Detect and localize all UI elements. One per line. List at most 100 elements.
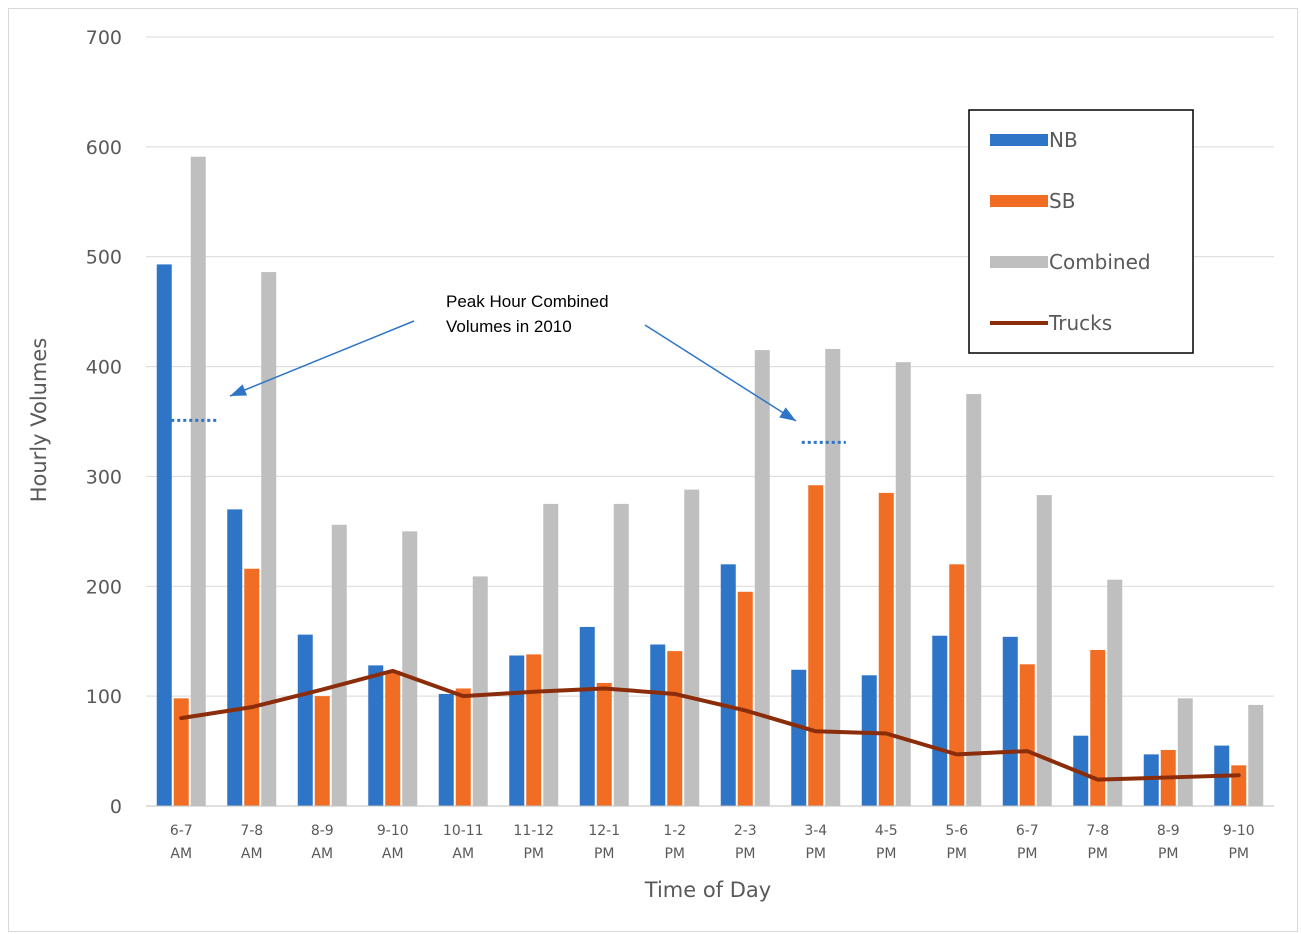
bar-combined — [966, 394, 982, 806]
bar-sb — [596, 682, 612, 806]
annotation-text: Peak Hour Combined — [446, 292, 609, 311]
legend-box — [968, 109, 1194, 354]
bar-sb — [667, 651, 683, 806]
annotation: Peak Hour Combined Volumes in 2010 — [171, 292, 846, 444]
x-tick-label-period: AM — [382, 846, 404, 862]
bar-sb — [314, 696, 330, 806]
x-tick-label: 2-3 — [734, 823, 757, 839]
bar-nb — [579, 626, 595, 806]
legend: NB SB Combined Trucks — [968, 109, 1194, 354]
x-tick-label-period: PM — [1087, 846, 1108, 862]
legend-swatch-nb — [990, 134, 1048, 146]
bar-combined — [1177, 698, 1193, 806]
y-tick-label: 700 — [86, 27, 122, 49]
bar-combined — [1107, 579, 1123, 806]
legend-label-trucks: Trucks — [1048, 311, 1112, 335]
legend-swatch-sb — [990, 195, 1048, 207]
x-tick-label-period: PM — [1158, 846, 1179, 862]
annotation-arrow-line — [229, 320, 415, 397]
bar-nb — [791, 669, 807, 806]
y-tick-label: 600 — [86, 137, 122, 159]
x-tick-label-period: PM — [946, 846, 967, 862]
bar-nb — [650, 644, 666, 806]
bar-sb — [737, 591, 753, 806]
x-axis: 6-7 AM 7-8 AM 8-9 AM 9-10 AM 10-11 AM 11-12 PM 12-1 P… — [146, 805, 1274, 862]
bar-combined — [825, 348, 841, 806]
chart-frame — [8, 8, 1298, 932]
annotation-arrow-line — [644, 324, 797, 422]
bar-nb — [368, 665, 384, 806]
bar-sb — [949, 564, 965, 806]
bar-combined — [402, 531, 418, 806]
x-tick-label: 8-9 — [311, 823, 334, 839]
bar-nb — [932, 635, 948, 806]
x-tick-label: 1-2 — [663, 823, 686, 839]
x-tick-label-period: PM — [735, 846, 756, 862]
y-axis-ticks: 0 100 200 300 400 500 600 700 — [86, 27, 122, 818]
bar-sb — [385, 670, 401, 806]
y-tick-label: 400 — [86, 357, 122, 379]
trucks-line — [179, 668, 1241, 782]
x-tick-label: 9-10 — [377, 823, 409, 839]
x-tick-label-period: AM — [311, 846, 333, 862]
bar-nb — [720, 564, 736, 806]
bar-nb — [509, 655, 525, 806]
x-tick-label-period: AM — [452, 846, 474, 862]
bar-sb — [808, 485, 824, 806]
x-tick-label: 12-1 — [588, 823, 620, 839]
annotation-arrowhead — [779, 407, 796, 421]
x-tick-label-period: PM — [1017, 846, 1038, 862]
line-trucks — [179, 668, 1241, 782]
bar-combined — [190, 156, 206, 807]
y-tick-label: 200 — [86, 576, 122, 598]
bar-combined — [1036, 495, 1052, 806]
x-tick-label-period: AM — [241, 846, 263, 862]
y-tick-label: 0 — [110, 796, 122, 818]
bar-sb — [173, 698, 189, 806]
bar-combined — [684, 489, 700, 806]
annotation-text: Volumes in 2010 — [446, 317, 572, 336]
bar-combined — [754, 350, 770, 806]
x-tick-label-period: PM — [594, 846, 615, 862]
bar-sb — [244, 568, 260, 806]
x-axis-title: Time of Day — [644, 878, 771, 902]
bar-combined — [1248, 704, 1264, 806]
bar-nb — [1143, 754, 1159, 806]
x-tick-label-period: AM — [170, 846, 192, 862]
bar-sb — [1090, 650, 1106, 806]
bar-combined — [331, 524, 347, 806]
y-tick-label: 300 — [86, 466, 122, 488]
bar-nb — [297, 634, 313, 806]
bars — [156, 156, 1264, 807]
x-tick-label: 9-10 — [1223, 823, 1255, 839]
bar-combined — [613, 503, 629, 806]
x-tick-label: 7-8 — [240, 823, 263, 839]
annotation-arrowhead — [230, 384, 248, 396]
bar-sb — [455, 688, 471, 806]
legend-label-nb: NB — [1049, 128, 1078, 152]
x-tick-label: 6-7 — [1016, 823, 1039, 839]
bar-sb — [1231, 765, 1247, 806]
bar-nb — [438, 693, 454, 806]
x-tick-label: 3-4 — [804, 823, 827, 839]
x-tick-label-period: PM — [664, 846, 685, 862]
legend-swatch-combined — [990, 256, 1048, 268]
x-tick-label: 8-9 — [1157, 823, 1180, 839]
y-tick-label: 500 — [86, 247, 122, 269]
legend-label-combined: Combined — [1049, 250, 1151, 274]
bar-sb — [526, 654, 542, 806]
x-tick-label: 10-11 — [443, 823, 484, 839]
bar-nb — [1002, 636, 1018, 806]
bar-combined — [895, 362, 911, 806]
x-tick-label: 11-12 — [513, 823, 554, 839]
x-tick-label-period: PM — [1228, 846, 1249, 862]
legend-label-sb: SB — [1049, 189, 1075, 213]
bar-combined — [472, 576, 488, 806]
y-axis-title: Hourly Volumes — [27, 338, 51, 503]
y-tick-label: 100 — [86, 686, 122, 708]
bar-sb — [1019, 664, 1035, 806]
bar-sb — [878, 492, 894, 806]
bar-combined — [543, 503, 559, 806]
bar-nb — [861, 675, 877, 806]
